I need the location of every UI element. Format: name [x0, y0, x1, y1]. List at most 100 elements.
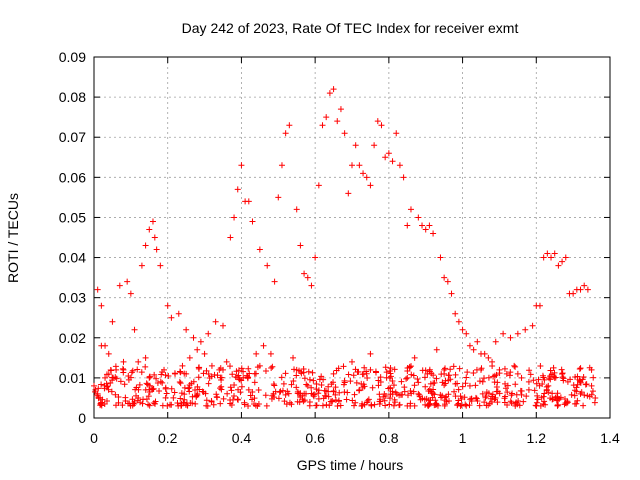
data-point — [581, 282, 588, 289]
data-point — [252, 402, 259, 409]
data-point — [446, 397, 453, 404]
data-point — [202, 390, 209, 397]
data-point — [404, 222, 411, 229]
data-point — [426, 222, 433, 229]
data-point — [124, 400, 131, 407]
data-point — [407, 400, 414, 407]
data-point — [94, 390, 101, 397]
data-point — [157, 262, 164, 269]
data-point — [105, 371, 112, 378]
data-point — [129, 367, 136, 374]
data-point — [228, 387, 235, 394]
data-point — [313, 381, 320, 388]
data-point — [375, 382, 382, 389]
data-point — [195, 374, 202, 381]
x-tick-label: 1.4 — [600, 430, 620, 446]
data-point — [94, 286, 101, 293]
data-point — [301, 375, 308, 382]
data-point — [536, 302, 543, 309]
data-point — [432, 401, 439, 408]
data-point — [112, 402, 119, 409]
data-point — [109, 318, 116, 325]
data-point — [547, 367, 554, 374]
data-point — [574, 397, 581, 404]
data-point — [286, 399, 293, 406]
data-point — [291, 366, 298, 373]
data-point — [142, 242, 149, 249]
data-point — [452, 380, 459, 387]
data-point — [154, 380, 161, 387]
data-point — [218, 374, 225, 381]
data-point — [457, 402, 464, 409]
data-point — [325, 383, 332, 390]
data-point — [186, 382, 193, 389]
data-point — [504, 382, 511, 389]
data-point — [577, 286, 584, 293]
data-point — [523, 393, 530, 400]
data-point — [165, 373, 172, 380]
data-point — [525, 386, 532, 393]
data-point — [551, 250, 558, 257]
data-point — [470, 346, 477, 353]
data-point — [315, 182, 322, 189]
data-point — [472, 394, 479, 401]
data-point — [489, 391, 496, 398]
data-point — [456, 365, 463, 372]
y-tick-label: 0.05 — [59, 209, 86, 225]
data-point — [386, 395, 393, 402]
data-point — [479, 390, 486, 397]
data-point — [269, 363, 276, 370]
data-point — [270, 390, 277, 397]
data-point — [372, 368, 379, 375]
data-point — [142, 363, 149, 370]
data-point — [227, 384, 234, 391]
data-point — [447, 366, 454, 373]
data-point — [352, 142, 359, 149]
data-point — [441, 402, 448, 409]
x-tick-label: 0.2 — [158, 430, 178, 446]
x-tick-label: 1 — [459, 430, 467, 446]
data-point — [297, 390, 304, 397]
y-tick-label: 0.02 — [59, 330, 86, 346]
data-point — [176, 368, 183, 375]
data-point — [308, 282, 315, 289]
data-point — [240, 374, 247, 381]
data-point — [349, 358, 355, 365]
data-point — [446, 372, 453, 379]
data-point — [459, 383, 466, 390]
data-point — [275, 194, 282, 201]
data-point — [181, 396, 188, 403]
data-point — [276, 389, 283, 396]
data-point — [473, 395, 480, 402]
data-point — [194, 390, 201, 397]
y-tick-label: 0.01 — [59, 370, 86, 386]
data-point — [256, 362, 263, 369]
data-point — [247, 392, 254, 399]
data-point — [91, 382, 97, 389]
data-point — [334, 402, 341, 409]
data-point — [112, 374, 119, 381]
data-point — [255, 400, 262, 407]
data-point — [113, 366, 120, 373]
data-point — [493, 383, 500, 390]
data-point — [262, 392, 269, 399]
data-point — [186, 354, 193, 361]
data-point — [194, 346, 201, 353]
data-point — [228, 402, 235, 409]
data-point — [392, 399, 399, 406]
data-point — [268, 365, 275, 372]
data-point — [457, 393, 464, 400]
data-point — [466, 382, 473, 389]
data-point — [185, 385, 192, 392]
data-point — [212, 318, 219, 325]
data-point — [387, 391, 394, 398]
data-point — [377, 398, 384, 405]
data-point — [164, 302, 171, 309]
data-point — [143, 380, 150, 387]
data-point — [145, 401, 152, 408]
data-point — [293, 206, 300, 213]
data-point — [504, 389, 511, 396]
data-point — [306, 398, 313, 405]
data-point — [249, 388, 256, 395]
data-point — [92, 386, 99, 393]
